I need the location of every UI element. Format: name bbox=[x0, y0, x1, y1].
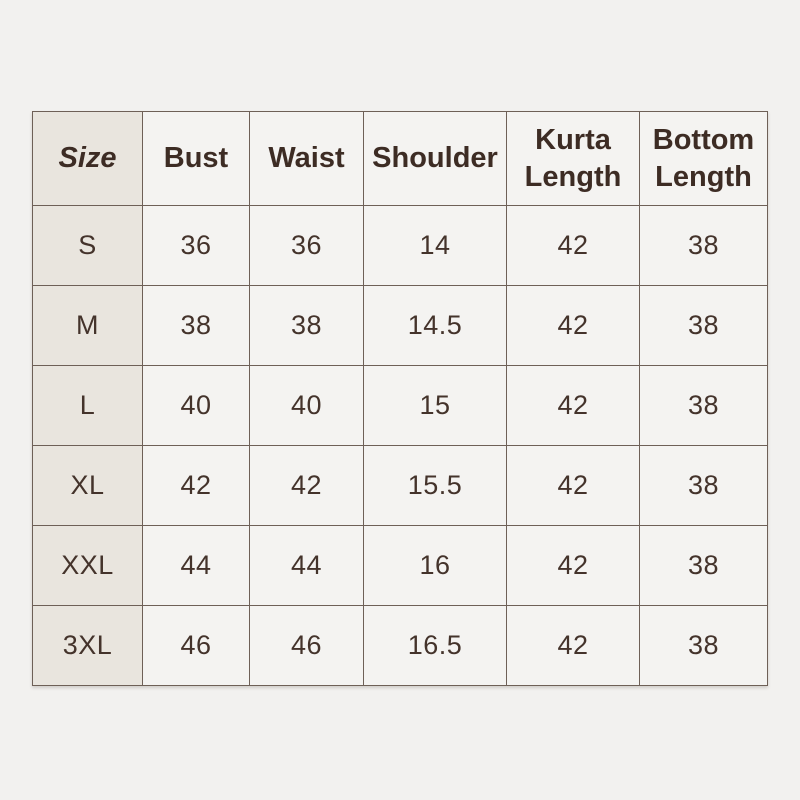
cell-shoulder: 15 bbox=[363, 365, 507, 446]
header-row: Size Bust Waist Shoulder Kurta Length Bo… bbox=[32, 111, 768, 206]
table-row-s: S 36 36 14 42 38 bbox=[32, 205, 768, 286]
cell-size: 3XL bbox=[32, 605, 143, 686]
size-chart-table: Size Bust Waist Shoulder Kurta Length Bo… bbox=[32, 111, 768, 686]
table-row-xl: XL 42 42 15.5 42 38 bbox=[32, 445, 768, 526]
table-row-3xl: 3XL 46 46 16.5 42 38 bbox=[32, 605, 768, 686]
cell-bust: 46 bbox=[142, 605, 250, 686]
cell-size: M bbox=[32, 285, 143, 366]
cell-size: L bbox=[32, 365, 143, 446]
cell-bust: 38 bbox=[142, 285, 250, 366]
cell-bottom-length: 38 bbox=[639, 365, 768, 446]
column-header-shoulder: Shoulder bbox=[363, 111, 507, 206]
cell-waist: 46 bbox=[249, 605, 364, 686]
table-row-l: L 40 40 15 42 38 bbox=[32, 365, 768, 446]
column-header-bottom-length: Bottom Length bbox=[639, 111, 768, 206]
cell-bust: 42 bbox=[142, 445, 250, 526]
cell-bottom-length: 38 bbox=[639, 525, 768, 606]
cell-kurta-length: 42 bbox=[506, 445, 640, 526]
cell-bottom-length: 38 bbox=[639, 285, 768, 366]
cell-waist: 44 bbox=[249, 525, 364, 606]
cell-shoulder: 16.5 bbox=[363, 605, 507, 686]
table-row-m: M 38 38 14.5 42 38 bbox=[32, 285, 768, 366]
column-header-size: Size bbox=[32, 111, 143, 206]
cell-kurta-length: 42 bbox=[506, 525, 640, 606]
cell-shoulder: 14.5 bbox=[363, 285, 507, 366]
cell-waist: 38 bbox=[249, 285, 364, 366]
cell-size: XL bbox=[32, 445, 143, 526]
column-header-waist: Waist bbox=[249, 111, 364, 206]
cell-waist: 36 bbox=[249, 205, 364, 286]
column-header-bust: Bust bbox=[142, 111, 250, 206]
cell-waist: 40 bbox=[249, 365, 364, 446]
cell-bust: 40 bbox=[142, 365, 250, 446]
cell-shoulder: 16 bbox=[363, 525, 507, 606]
cell-size: S bbox=[32, 205, 143, 286]
cell-shoulder: 14 bbox=[363, 205, 507, 286]
cell-bottom-length: 38 bbox=[639, 605, 768, 686]
cell-kurta-length: 42 bbox=[506, 605, 640, 686]
cell-bust: 36 bbox=[142, 205, 250, 286]
cell-shoulder: 15.5 bbox=[363, 445, 507, 526]
cell-kurta-length: 42 bbox=[506, 365, 640, 446]
cell-kurta-length: 42 bbox=[506, 205, 640, 286]
cell-bottom-length: 38 bbox=[639, 205, 768, 286]
table-row-xxl: XXL 44 44 16 42 38 bbox=[32, 525, 768, 606]
cell-size: XXL bbox=[32, 525, 143, 606]
cell-waist: 42 bbox=[249, 445, 364, 526]
cell-bottom-length: 38 bbox=[639, 445, 768, 526]
cell-kurta-length: 42 bbox=[506, 285, 640, 366]
cell-bust: 44 bbox=[142, 525, 250, 606]
column-header-kurta-length: Kurta Length bbox=[506, 111, 640, 206]
